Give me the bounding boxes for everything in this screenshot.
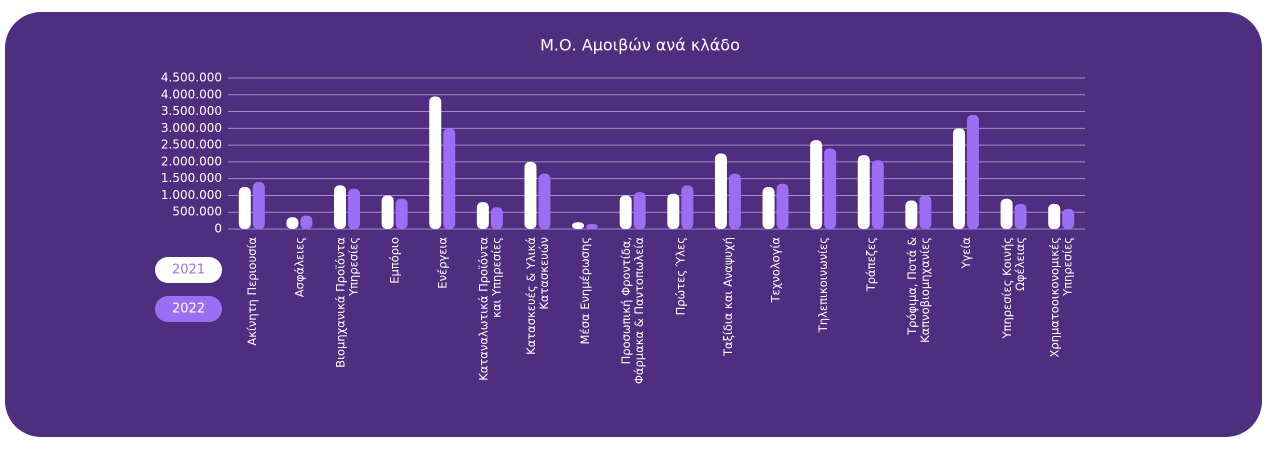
bar <box>443 128 456 229</box>
x-tick-label: Κατασκευές & ΥλικάΚατασκευών <box>523 237 550 355</box>
x-tick-label: Βιομηχανικά ΠροϊόνταΥπηρεσίες <box>333 237 360 368</box>
bar <box>572 222 585 229</box>
x-tick-label: Προσωπική Φροντίδα,Φάρμακα & Παντοπωλεία <box>619 237 646 385</box>
x-tick-label: Υγεία <box>958 237 972 270</box>
x-tick-label: Τρόφιμα, Ποτά &Καπνοβιομηχανίες <box>904 237 931 343</box>
panel <box>5 12 1262 437</box>
bar <box>762 187 775 229</box>
y-tick-label: 2.000.000 <box>161 154 222 168</box>
y-tick-label: 0 <box>214 222 222 236</box>
bar <box>919 195 932 229</box>
x-tick-label: Μέσα Ενημέρωσης <box>578 237 592 344</box>
legend-label[interactable]: 2022 <box>172 302 205 317</box>
bar <box>286 217 299 229</box>
chart-title: Μ.Ο. Αμοιβών ανά κλάδο <box>540 36 740 55</box>
bar <box>776 183 789 229</box>
bar <box>728 173 741 229</box>
bar <box>429 96 442 229</box>
x-tick-label: Ενέργεια <box>435 237 449 289</box>
bar <box>381 195 394 229</box>
x-tick-label: Τεχνολογία <box>768 237 782 304</box>
x-tick-label: Τράπεζες <box>863 237 877 292</box>
x-tick-label: Καταναλωτικά Προϊόντακαι Υπηρεσίες <box>476 237 503 381</box>
y-tick-label: 500.000 <box>172 205 222 219</box>
bar <box>633 192 646 229</box>
bar <box>824 148 837 229</box>
y-tick-label: 1.500.000 <box>161 171 222 185</box>
y-tick-label: 3.500.000 <box>161 104 222 118</box>
y-tick-label: 2.500.000 <box>161 138 222 152</box>
x-tick-label: Πρώτες Ύλες <box>673 237 687 315</box>
bar <box>524 161 537 229</box>
bar <box>1014 203 1027 229</box>
bar <box>871 160 884 229</box>
y-tick-label: 4.500.000 <box>161 71 222 85</box>
bar <box>681 185 694 229</box>
legend-swatch[interactable] <box>155 257 222 283</box>
bar <box>395 198 408 229</box>
bar <box>667 193 680 229</box>
x-tick-label: ΧρηματοοικονομικέςΥπηρεσίες <box>1047 237 1074 357</box>
bar <box>952 128 965 229</box>
x-tick-label: Υπηρεσίες ΚοινήςΩφέλειας <box>1000 237 1027 339</box>
bar <box>490 207 503 229</box>
legend-label[interactable]: 2021 <box>172 263 205 278</box>
bar <box>810 140 823 229</box>
x-tick-label: Ασφάλειες <box>292 237 306 297</box>
bar <box>619 195 632 229</box>
bar <box>1062 208 1075 229</box>
bar <box>238 187 251 229</box>
x-tick-label: Ακίνητη Περιουσία <box>244 237 258 346</box>
y-tick-label: 3.000.000 <box>161 121 222 135</box>
bar <box>905 200 918 229</box>
x-tick-label: Εμπόριο <box>387 237 401 284</box>
bar <box>348 188 361 229</box>
legend-swatch[interactable] <box>155 296 222 322</box>
bar <box>966 114 979 229</box>
x-tick-label: Ταξίδια και Αναψυχή <box>720 237 734 357</box>
bar <box>538 173 551 229</box>
bar <box>476 202 489 229</box>
bar <box>1000 198 1013 229</box>
bar <box>300 215 313 229</box>
bar <box>334 185 347 229</box>
y-tick-label: 4.000.000 <box>161 87 222 101</box>
bar <box>252 182 265 229</box>
bar <box>714 153 727 229</box>
bar <box>1048 203 1061 229</box>
x-tick-label: Τηλεπικοινωνίες <box>816 237 830 333</box>
bar <box>586 223 599 229</box>
y-tick-label: 1.000.000 <box>161 188 222 202</box>
bar <box>857 155 870 229</box>
